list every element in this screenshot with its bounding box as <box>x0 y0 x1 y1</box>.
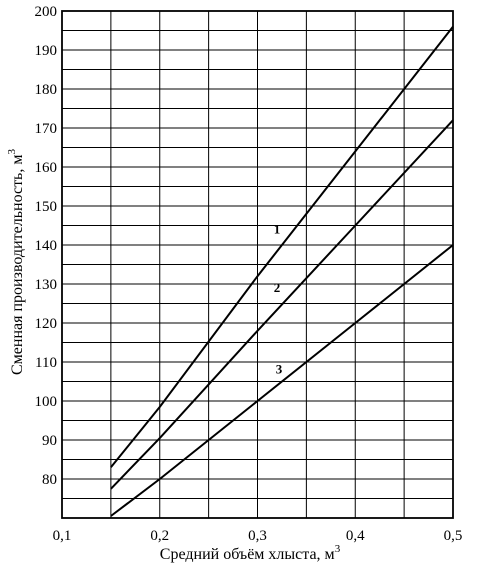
y-tick-label: 130 <box>35 277 58 293</box>
x-tick-label: 0,2 <box>150 528 169 544</box>
series-line-1 <box>110 25 454 468</box>
y-tick-label: 190 <box>35 43 58 59</box>
x-tick-labels: 0,1 0,2 0,3 0,4 0,5 <box>53 528 463 544</box>
y-axis-title: Сменная производительность, м3 <box>6 149 26 375</box>
y-tick-label: 180 <box>35 82 58 98</box>
y-tick-label: 90 <box>42 433 57 449</box>
y-tick-label: 150 <box>35 199 58 215</box>
x-axis-title: Средний объём хлыста, м3 <box>160 543 341 563</box>
y-axis-title-sup: 3 <box>6 149 18 155</box>
x-tick-label: 0,5 <box>444 528 463 544</box>
x-tick-label: 0,3 <box>248 528 267 544</box>
x-axis-title-text: Средний объём хлыста, м <box>160 546 335 563</box>
series-label-2: 2 <box>274 280 281 295</box>
x-tick-label: 0,4 <box>346 528 365 544</box>
y-tick-label: 110 <box>35 355 57 371</box>
series-lines <box>110 25 454 517</box>
grid <box>61 10 454 519</box>
x-axis-title-sup: 3 <box>335 543 341 555</box>
plot-frame <box>61 10 454 519</box>
y-tick-label: 100 <box>35 394 58 410</box>
y-tick-labels: 80 90 100 110 120 130 140 150 160 170 180 190 200 <box>35 4 58 488</box>
series-labels: 1 2 3 <box>274 221 283 376</box>
series-label-3: 3 <box>276 362 283 377</box>
y-tick-label: 160 <box>35 160 58 176</box>
y-tick-label: 140 <box>35 238 58 254</box>
y-tick-label: 200 <box>35 4 58 20</box>
y-tick-label: 120 <box>35 316 58 332</box>
y-tick-label: 170 <box>35 121 58 137</box>
y-axis-title-text: Сменная производительность, м <box>9 155 26 375</box>
x-tick-label: 0,1 <box>53 528 72 544</box>
series-line-2 <box>110 119 454 490</box>
series-label-1: 1 <box>274 221 281 236</box>
series-line-3 <box>110 244 454 517</box>
y-tick-label: 80 <box>42 472 57 488</box>
